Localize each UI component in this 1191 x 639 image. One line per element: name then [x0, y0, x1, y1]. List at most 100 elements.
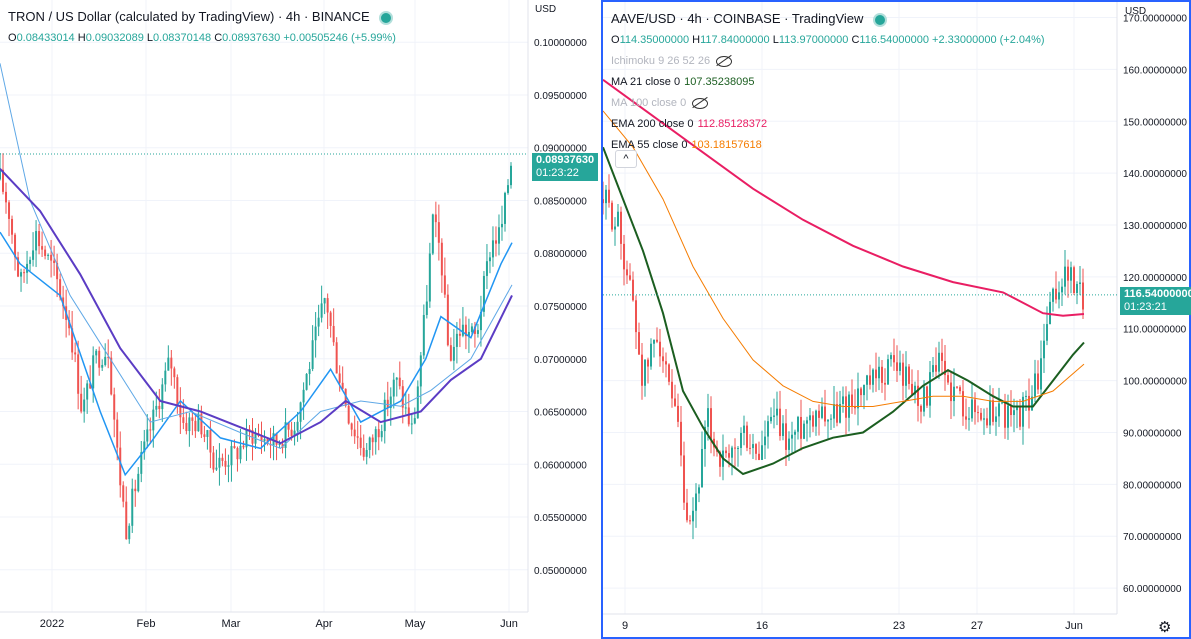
candle-body	[839, 403, 841, 423]
time-tick-label: 2022	[40, 618, 64, 630]
aave-chart-canvas[interactable]: 170.00000000 160.00000000 150.00000000 140.…	[603, 2, 1189, 637]
candle-body	[770, 416, 772, 422]
candle-body	[380, 431, 383, 438]
candle-body	[665, 361, 667, 365]
candle-body	[350, 423, 353, 430]
aave-symbol-title[interactable]: AAVE/USD · 4h · COINBASE · TradingView	[611, 11, 864, 26]
candle-body	[473, 326, 476, 334]
candle-body	[755, 444, 757, 454]
price-tick-label: 80.00000000	[1123, 480, 1182, 491]
aave-last-price-tag: 116.54000000 01:23:21	[1120, 287, 1191, 315]
eye-hidden-icon[interactable]	[716, 55, 733, 67]
indicator-ichimoku[interactable]: Ichimoku 9 26 52 26	[611, 51, 1045, 72]
candle-body	[398, 377, 401, 387]
candle-body	[323, 298, 326, 304]
candle-body	[221, 457, 224, 461]
candle-body	[134, 488, 137, 492]
tron-symbol-title[interactable]: TRON / US Dollar (calculated by TradingV…	[8, 9, 370, 24]
price-tick-label: 110.00000000	[1123, 325, 1187, 336]
candle-body	[956, 386, 958, 388]
candle-body	[53, 260, 56, 264]
candle-body	[884, 382, 886, 385]
settings-gear-icon[interactable]: ⚙	[1158, 619, 1172, 636]
candle-body	[1013, 410, 1015, 416]
candle-body	[794, 431, 796, 435]
candle-body	[200, 413, 203, 435]
candle-body	[161, 384, 164, 410]
candle-body	[1061, 286, 1063, 293]
candle-body	[173, 368, 176, 378]
candle-body	[797, 416, 799, 432]
ma-line-2	[0, 168, 513, 445]
candle-body	[152, 409, 155, 431]
candle-body	[461, 324, 464, 336]
candle-body	[326, 298, 329, 313]
tron-chart-pane[interactable]: 0.10000000 0.09500000 0.09000000 0.08500000…	[0, 0, 600, 639]
candle-body	[761, 445, 763, 460]
candle-body	[59, 279, 62, 298]
collapse-legend-button[interactable]: ^	[615, 150, 637, 168]
candle-body	[845, 396, 847, 418]
candle-body	[437, 222, 440, 243]
candle-body	[224, 460, 227, 467]
candle-body	[1025, 395, 1027, 397]
time-tick-label: Jun	[500, 618, 518, 630]
candle-body	[704, 426, 706, 449]
candle-body	[998, 403, 1000, 417]
price-tick-label: 160.00000000	[1123, 65, 1187, 76]
candle-body	[872, 369, 874, 385]
candle-body	[167, 357, 170, 371]
candle-body	[899, 362, 901, 371]
candle-body	[506, 185, 509, 193]
candle-body	[92, 355, 95, 389]
candle-body	[854, 406, 856, 409]
candle-body	[983, 418, 985, 420]
candle-body	[386, 399, 389, 409]
candle-body	[86, 383, 89, 400]
candle-body	[467, 331, 470, 337]
aave-chart-pane[interactable]: 170.00000000 160.00000000 150.00000000 140.…	[601, 0, 1191, 639]
candle-body	[737, 447, 739, 449]
candle-body	[500, 223, 503, 228]
price-tick-label: 60.00000000	[1123, 584, 1182, 595]
tron-chart-canvas[interactable]: 0.10000000 0.09500000 0.09000000 0.08500000…	[0, 0, 600, 639]
candle-body	[470, 326, 473, 332]
candle-body	[290, 429, 293, 436]
eye-hidden-icon[interactable]	[692, 97, 709, 109]
aave-currency-label[interactable]: USD	[1125, 6, 1147, 17]
candle-body	[2, 169, 5, 192]
candle-body	[332, 325, 335, 343]
price-tick-label: 0.07500000	[534, 302, 587, 313]
candle-body	[41, 246, 44, 250]
candle-body	[404, 407, 407, 409]
candle-body	[698, 487, 700, 494]
candle-body	[44, 249, 47, 256]
candle-body	[203, 434, 206, 437]
candle-body	[407, 407, 410, 425]
candle-body	[278, 443, 281, 445]
indicator-ma21[interactable]: MA 21 close 0 107.35238095	[611, 76, 755, 88]
candle-body	[809, 415, 811, 421]
candle-body	[440, 242, 443, 276]
time-tick-label: Feb	[137, 618, 156, 630]
candle-body	[77, 354, 80, 394]
candle-body	[842, 396, 844, 404]
candle-body	[260, 435, 263, 442]
candle-body	[125, 501, 128, 540]
candle-body	[242, 445, 245, 448]
candle-body	[176, 377, 179, 406]
indicator-ema200[interactable]: EMA 200 close 0 112.85128372	[611, 118, 768, 130]
tron-legend: TRON / US Dollar (calculated by TradingV…	[8, 6, 396, 49]
tron-currency-label[interactable]: USD	[535, 4, 557, 15]
candle-body	[887, 359, 889, 385]
indicator-ma100[interactable]: MA 100 close 0	[611, 93, 1045, 114]
candle-body	[464, 324, 467, 337]
candle-body	[185, 422, 188, 432]
price-tick-label: 0.05000000	[534, 566, 587, 577]
candle-body	[1067, 266, 1069, 281]
candle-body	[182, 417, 185, 423]
candle-body	[107, 356, 110, 358]
candle-body	[677, 405, 679, 422]
candle-body	[662, 356, 664, 362]
indicator-ema55[interactable]: EMA 55 close 0 103.18157618	[611, 139, 762, 151]
